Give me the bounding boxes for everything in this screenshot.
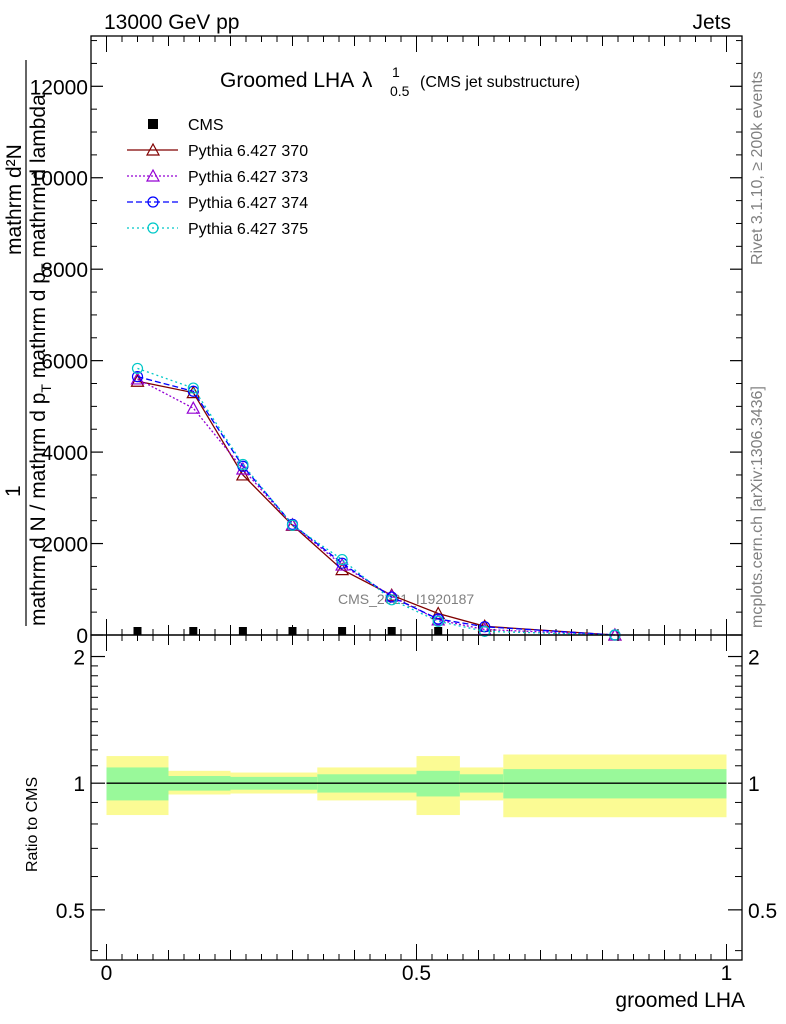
cms-data-point bbox=[288, 627, 297, 635]
y-denom-b: mathrm d p bbox=[27, 272, 50, 384]
ratio-y-tick-label: 1 bbox=[73, 773, 85, 796]
header-right: Jets bbox=[692, 11, 731, 34]
y-tick-label: 2000 bbox=[41, 534, 88, 557]
ratio-y-tick-label-right: 0.5 bbox=[748, 900, 777, 923]
y-axis-numerator: mathrm d²N bbox=[3, 144, 26, 255]
analysis-watermark: CMS_2021_I1920187 bbox=[338, 591, 474, 607]
y-tick-label: 0 bbox=[76, 625, 88, 648]
legend-marker bbox=[147, 196, 159, 208]
y-axis-one: 1 bbox=[2, 485, 25, 497]
title-sub: 0.5 bbox=[390, 83, 410, 99]
x-axis-label: groomed LHA bbox=[615, 989, 745, 1012]
plot-title: Groomed LHA λ bbox=[220, 69, 373, 92]
series-3-point bbox=[131, 362, 144, 375]
legend: CMS Pythia 6.427 370 Pythia 6.427 373 Pythi… bbox=[127, 117, 308, 238]
series-2-point bbox=[187, 385, 199, 397]
series-2-point bbox=[131, 371, 144, 383]
legend-label: Pythia 6.427 370 bbox=[188, 143, 308, 160]
y-tick-label: 8000 bbox=[41, 259, 88, 282]
ratio-y-ticks: 0.5 0.5 1 1 2 2 bbox=[56, 647, 777, 952]
series-3-point bbox=[386, 594, 398, 606]
mcplots-label: mcplots.cern.ch [arXiv:1306.3436] bbox=[749, 386, 766, 628]
ratio-y-label: Ratio to CMS bbox=[24, 777, 41, 872]
y-axis-denominator: mathrm d N / mathrm d pT mathrm d pT mat… bbox=[27, 94, 54, 626]
cms-data-point bbox=[387, 627, 396, 635]
cms-data-point bbox=[133, 627, 142, 635]
legend-label: Pythia 6.427 375 bbox=[188, 221, 308, 238]
legend-label: Pythia 6.427 374 bbox=[188, 195, 308, 212]
series-1-point bbox=[130, 371, 145, 385]
y-denom-sub: T bbox=[38, 384, 54, 393]
main-y-ticks: 0 2000 4000 6000 8000 10000 12000 bbox=[30, 40, 742, 648]
legend-marker bbox=[147, 222, 159, 234]
y-tick-label: 12000 bbox=[30, 76, 88, 99]
rivet-label: Rivet 3.1.10, ≥ 200k events bbox=[749, 71, 766, 265]
cms-data-point bbox=[434, 627, 443, 635]
y-denom-sub2: T bbox=[38, 263, 54, 272]
ratio-band-inner bbox=[106, 767, 169, 801]
header-left: 13000 GeV pp bbox=[104, 11, 239, 34]
x-tick-label: 0.5 bbox=[402, 962, 431, 985]
series-0-point bbox=[335, 562, 350, 576]
series-3-point bbox=[237, 458, 249, 471]
y-tick-label: 6000 bbox=[41, 351, 88, 374]
ratio-y-tick-label: 2 bbox=[73, 647, 85, 670]
series-3-point bbox=[432, 615, 444, 627]
x-tick-label: 1 bbox=[721, 962, 733, 985]
x-tick-label: 0 bbox=[101, 962, 113, 985]
legend-label: CMS bbox=[188, 117, 224, 134]
ratio-panel: 0.5 0.51 12 2 0 0.5 1 Ratio to CMS groomed LH… bbox=[24, 634, 777, 1012]
series-1-point bbox=[186, 400, 201, 414]
title-sup: 1 bbox=[392, 64, 400, 80]
legend-marker bbox=[145, 142, 161, 156]
cms-data-point bbox=[189, 627, 198, 635]
y-denom-a: mathrm d N / mathrm d p bbox=[27, 393, 50, 626]
ratio-y-tick-label-right: 2 bbox=[748, 647, 760, 670]
main-x-ticks bbox=[90, 36, 727, 635]
series-3-point bbox=[187, 382, 199, 394]
series-line-3 bbox=[137, 367, 615, 636]
ratio-x-ticks: 0 0.5 1 bbox=[90, 635, 733, 985]
legend-marker bbox=[145, 168, 161, 182]
title-main: Groomed LHA bbox=[220, 69, 354, 92]
title-tail: (CMS jet substructure) bbox=[420, 74, 580, 91]
series-3-point bbox=[336, 553, 348, 566]
y-tick-label: 4000 bbox=[41, 442, 88, 465]
series-2-point bbox=[386, 591, 398, 603]
ratio-y-tick-label-right: 1 bbox=[748, 773, 760, 796]
legend-marker bbox=[148, 119, 158, 129]
main-panel: 0 2000 4000 6000 8000 10000 12000 Groomed LHA … bbox=[2, 35, 743, 648]
cms-data-point bbox=[238, 627, 247, 635]
legend-label: Pythia 6.427 373 bbox=[188, 169, 308, 186]
title-lambda: λ bbox=[362, 69, 373, 92]
series-3-point bbox=[479, 625, 491, 637]
ratio-y-tick-label: 0.5 bbox=[56, 900, 85, 923]
series-3-point bbox=[286, 519, 299, 531]
y-tick-label: 10000 bbox=[30, 168, 88, 191]
ratio-bands bbox=[106, 754, 727, 818]
cms-data-point bbox=[338, 627, 347, 635]
y-denom-c: mathrm d lambda bbox=[27, 94, 50, 264]
